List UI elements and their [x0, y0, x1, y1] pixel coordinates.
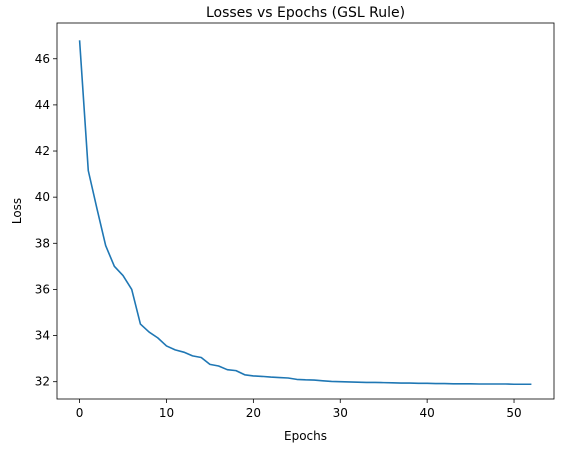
- y-tick-label: 36: [35, 282, 50, 296]
- chart-title: Losses vs Epochs (GSL Rule): [206, 5, 405, 21]
- x-tick-label: 50: [506, 406, 521, 420]
- x-tick-label: 40: [420, 406, 435, 420]
- series-layer: [78, 40, 532, 386]
- x-tick-label: 30: [333, 406, 348, 420]
- y-tick-label: 40: [35, 190, 50, 204]
- y-tick-label: 46: [35, 52, 50, 66]
- y-tick-label: 42: [35, 144, 50, 158]
- y-tick-label: 44: [35, 98, 50, 112]
- x-axis-ticks: 0 10 20 30 40 50: [76, 399, 522, 420]
- x-tick-label: 20: [246, 406, 261, 420]
- y-axis-ticks: 32 34 36 38 40 42 44 46: [35, 52, 57, 389]
- x-axis-label: Epochs: [284, 429, 327, 443]
- y-axis-label: Loss: [10, 198, 24, 224]
- x-tick-label: 0: [76, 406, 84, 420]
- plot-background: [57, 23, 554, 399]
- y-tick-label: 34: [35, 329, 50, 343]
- y-tick-label: 32: [35, 375, 50, 389]
- x-tick-label: 10: [159, 406, 174, 420]
- plot-frame: [56, 22, 555, 400]
- loss-line: [78, 40, 532, 386]
- y-tick-label: 38: [35, 236, 50, 250]
